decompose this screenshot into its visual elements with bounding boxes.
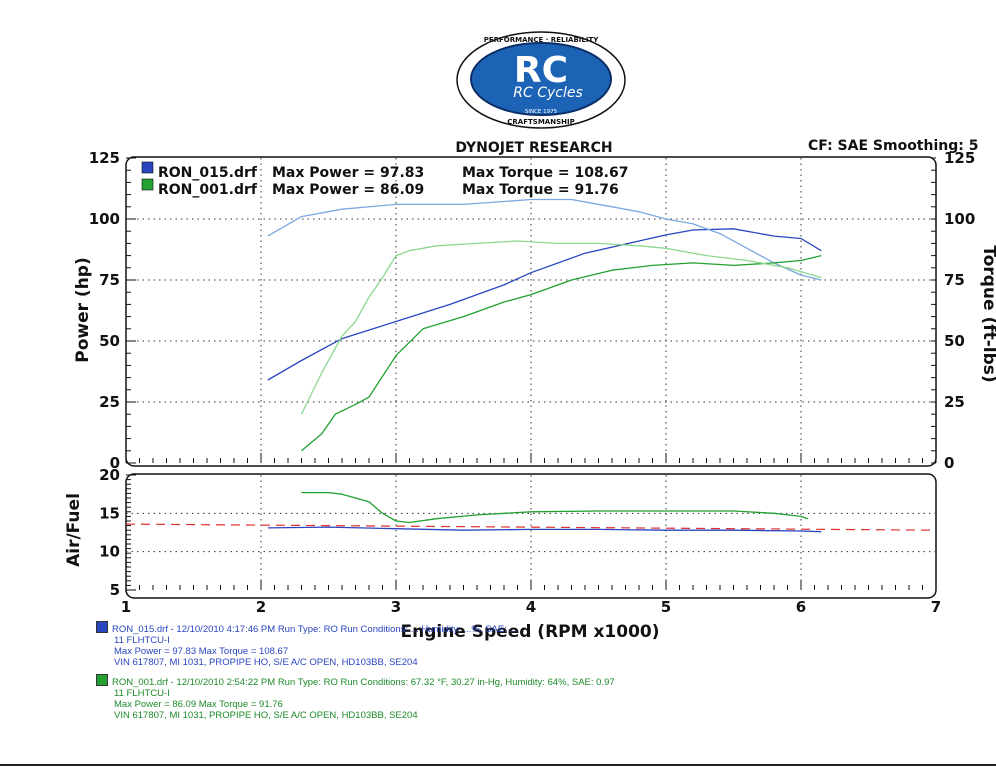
run-info-run2-swatch: [96, 674, 108, 686]
legend-file-run2: RON_001.drf: [158, 182, 258, 198]
power-torque-grid: [126, 158, 936, 463]
y2-tick-label: 25: [944, 393, 965, 411]
legend-torque-run1: Max Torque = 108.67: [462, 165, 628, 181]
rc-cycles-logo: RC RC Cycles PERFORMANCE · RELIABILITY S…: [456, 31, 626, 129]
y2-tick-label: 100: [944, 210, 975, 228]
legend-swatch-run1: [141, 161, 154, 174]
power-torque-axes: 0 25 50 75 100 125 0 25 50 75 100 125: [89, 149, 976, 472]
y-tick-label: 50: [99, 332, 120, 350]
series-line-ron-001-drf: [301, 491, 809, 524]
series-line-target: [125, 523, 937, 531]
x-tick-label: 3: [391, 598, 401, 616]
legend-file-run1: RON_015.drf: [158, 165, 258, 181]
air-fuel-panel: [125, 473, 937, 599]
y-axis-label-power: Power (hp): [73, 257, 93, 363]
logo-script: RC Cycles: [513, 85, 583, 101]
run-info-run1-line1: RON_015.drf - 12/10/2010 4:17:46 PM Run …: [96, 621, 517, 635]
chart-title: DYNOJET RESEARCH: [455, 140, 612, 156]
power-torque-panel: [125, 156, 937, 467]
y-tick-label: 75: [99, 271, 120, 289]
run-info-run2: RON_001.drf - 12/10/2010 2:54:22 PM Run …: [96, 674, 615, 721]
y2-tick-label: 75: [944, 271, 965, 289]
x-axis-label: Engine Speed (RPM x1000): [400, 622, 659, 642]
logo-arc-bottom: CRAFTSMANSHIP: [507, 118, 574, 126]
legend-power-run1: Max Power = 97.83: [272, 165, 424, 181]
y-tick-label: 100: [89, 210, 120, 228]
legend: RON_015.drf Max Power = 97.83 Max Torque…: [141, 161, 628, 198]
y-axis-label-torque: Torque (ft-lbs): [979, 245, 996, 382]
y-tick-label: 25: [99, 393, 120, 411]
run-info-run2-line2: 11 FLHTCU-I: [114, 688, 170, 699]
air-fuel-axes: 5 10 15 20 1 2 3 4 5 6 7: [99, 466, 941, 616]
run-info-run2-line3: Max Power = 86.09 Max Torque = 91.76: [114, 699, 283, 710]
y-axis-label-air-fuel: Air/Fuel: [64, 493, 84, 567]
run-info-run2-line4: VIN 617807, MI 1031, PROPIPE HO, S/E A/C…: [114, 710, 418, 721]
y2-tick-label: 50: [944, 332, 965, 350]
run-info-run1-header: RON_015.drf - 12/10/2010 4:17:46 PM Run …: [112, 624, 518, 635]
x-tick-label: 6: [796, 598, 806, 616]
y-tick-label: 20: [99, 466, 120, 484]
x-tick-label: 1: [121, 598, 131, 616]
y2-tick-label: 0: [944, 454, 954, 472]
y-tick-label: 125: [89, 149, 120, 167]
series-line-ron-001-drf-torque: [300, 240, 822, 415]
air-fuel-grid: [126, 475, 936, 590]
y-tick-label: 15: [99, 504, 120, 522]
page-bottom-rule: [0, 764, 996, 766]
chart-settings: CF: SAE Smoothing: 5: [808, 138, 978, 154]
y-tick-label: 5: [110, 581, 120, 599]
run-info-run1-line3: Max Power = 97.83 Max Torque = 108.67: [114, 646, 289, 657]
x-tick-label: 7: [931, 598, 941, 616]
run-info-run2-header: RON_001.drf - 12/10/2010 2:54:22 PM Run …: [112, 677, 615, 688]
run-info-run1-line4: VIN 617807, MI 1031, PROPIPE HO, S/E A/C…: [114, 657, 418, 668]
run-info-run1-line2: 11 FLHTCU-I: [114, 635, 170, 646]
series-line-ron-015-drf-torque: [267, 198, 822, 281]
legend-torque-run2: Max Torque = 91.76: [462, 182, 619, 198]
run-info-run1-swatch: [96, 621, 108, 633]
y-tick-label: 10: [99, 543, 120, 561]
legend-swatch-run2: [141, 178, 154, 191]
series-line-ron-015-drf: [267, 526, 822, 533]
x-tick-label: 4: [526, 598, 536, 616]
logo-since: SINCE 1975: [525, 109, 558, 115]
run-info-run2-line1: RON_001.drf - 12/10/2010 2:54:22 PM Run …: [96, 674, 615, 688]
x-tick-label: 2: [256, 598, 266, 616]
series-line-ron-001-drf-power: [301, 254, 822, 452]
y-tick-label: 0: [110, 454, 120, 472]
logo-brand: RC: [514, 50, 568, 91]
series-line-ron-015-drf-power: [267, 228, 822, 381]
legend-power-run2: Max Power = 86.09: [272, 182, 424, 198]
air-fuel-series: [125, 491, 937, 533]
x-tick-label: 5: [661, 598, 671, 616]
power-torque-series: [267, 198, 822, 452]
y2-tick-label: 125: [944, 149, 975, 167]
run-info-run1: RON_015.drf - 12/10/2010 4:17:46 PM Run …: [96, 621, 517, 668]
logo-arc-top: PERFORMANCE · RELIABILITY: [484, 36, 600, 44]
